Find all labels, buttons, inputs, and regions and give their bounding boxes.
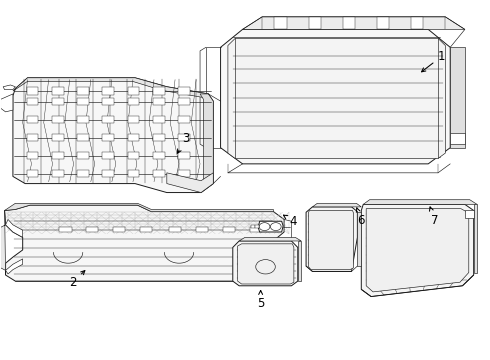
Polygon shape bbox=[474, 204, 477, 273]
Polygon shape bbox=[52, 152, 64, 159]
Polygon shape bbox=[258, 221, 283, 232]
Polygon shape bbox=[343, 17, 355, 30]
Polygon shape bbox=[102, 116, 114, 123]
Text: 7: 7 bbox=[429, 207, 439, 227]
Polygon shape bbox=[306, 207, 357, 271]
Polygon shape bbox=[178, 134, 190, 141]
Polygon shape bbox=[102, 170, 114, 177]
Polygon shape bbox=[233, 241, 298, 286]
Polygon shape bbox=[251, 225, 255, 228]
Polygon shape bbox=[223, 226, 235, 232]
Polygon shape bbox=[127, 152, 139, 159]
Polygon shape bbox=[52, 116, 64, 123]
Polygon shape bbox=[153, 152, 165, 159]
Polygon shape bbox=[178, 87, 190, 95]
Polygon shape bbox=[153, 116, 165, 123]
Polygon shape bbox=[52, 170, 64, 177]
Polygon shape bbox=[102, 87, 114, 95]
Polygon shape bbox=[0, 94, 13, 112]
Polygon shape bbox=[377, 17, 389, 30]
Polygon shape bbox=[363, 200, 477, 204]
Polygon shape bbox=[357, 212, 361, 266]
Polygon shape bbox=[411, 17, 423, 30]
Polygon shape bbox=[127, 116, 139, 123]
Polygon shape bbox=[313, 203, 361, 207]
Polygon shape bbox=[366, 209, 469, 292]
Polygon shape bbox=[255, 225, 259, 228]
Polygon shape bbox=[169, 226, 181, 232]
Polygon shape bbox=[127, 98, 139, 105]
Polygon shape bbox=[26, 134, 38, 141]
Polygon shape bbox=[361, 204, 474, 297]
Polygon shape bbox=[4, 203, 273, 212]
Polygon shape bbox=[13, 78, 213, 193]
Polygon shape bbox=[5, 259, 23, 274]
Polygon shape bbox=[77, 87, 89, 95]
Polygon shape bbox=[77, 98, 89, 105]
Polygon shape bbox=[450, 134, 465, 144]
Polygon shape bbox=[153, 87, 165, 95]
Polygon shape bbox=[178, 170, 190, 177]
Text: 6: 6 bbox=[356, 208, 365, 227]
Polygon shape bbox=[178, 152, 190, 159]
Text: 5: 5 bbox=[257, 291, 264, 310]
Polygon shape bbox=[102, 152, 114, 159]
Polygon shape bbox=[140, 226, 152, 232]
Polygon shape bbox=[250, 226, 262, 232]
Polygon shape bbox=[465, 211, 474, 218]
Polygon shape bbox=[26, 152, 38, 159]
Polygon shape bbox=[239, 237, 301, 241]
Polygon shape bbox=[220, 30, 450, 164]
Text: 4: 4 bbox=[283, 215, 296, 228]
Polygon shape bbox=[127, 87, 139, 95]
Polygon shape bbox=[178, 116, 190, 123]
Polygon shape bbox=[243, 17, 465, 30]
Polygon shape bbox=[153, 170, 165, 177]
Polygon shape bbox=[228, 39, 445, 158]
Polygon shape bbox=[309, 17, 321, 30]
Polygon shape bbox=[52, 134, 64, 141]
Polygon shape bbox=[3, 85, 15, 90]
Polygon shape bbox=[77, 116, 89, 123]
Polygon shape bbox=[153, 98, 165, 105]
Polygon shape bbox=[86, 226, 98, 232]
Polygon shape bbox=[77, 152, 89, 159]
Polygon shape bbox=[13, 78, 208, 98]
Polygon shape bbox=[102, 134, 114, 141]
Polygon shape bbox=[77, 134, 89, 141]
Polygon shape bbox=[127, 134, 139, 141]
Text: 3: 3 bbox=[177, 132, 189, 153]
Polygon shape bbox=[26, 170, 38, 177]
Polygon shape bbox=[77, 170, 89, 177]
Polygon shape bbox=[26, 98, 38, 105]
Text: 2: 2 bbox=[69, 271, 85, 289]
Polygon shape bbox=[194, 94, 213, 193]
Polygon shape bbox=[127, 170, 139, 177]
Polygon shape bbox=[178, 98, 190, 105]
Polygon shape bbox=[196, 226, 208, 232]
Polygon shape bbox=[298, 241, 301, 281]
Polygon shape bbox=[113, 226, 125, 232]
Polygon shape bbox=[5, 220, 23, 237]
Text: 1: 1 bbox=[421, 50, 445, 72]
Polygon shape bbox=[309, 211, 353, 270]
Polygon shape bbox=[59, 226, 72, 232]
Polygon shape bbox=[4, 205, 284, 281]
Polygon shape bbox=[274, 17, 287, 30]
Polygon shape bbox=[102, 98, 114, 105]
Polygon shape bbox=[238, 244, 294, 284]
Polygon shape bbox=[0, 211, 5, 275]
Polygon shape bbox=[52, 98, 64, 105]
Polygon shape bbox=[26, 87, 38, 95]
Polygon shape bbox=[26, 116, 38, 123]
Polygon shape bbox=[167, 173, 213, 193]
Polygon shape bbox=[153, 134, 165, 141]
Polygon shape bbox=[450, 47, 465, 148]
Polygon shape bbox=[52, 87, 64, 95]
